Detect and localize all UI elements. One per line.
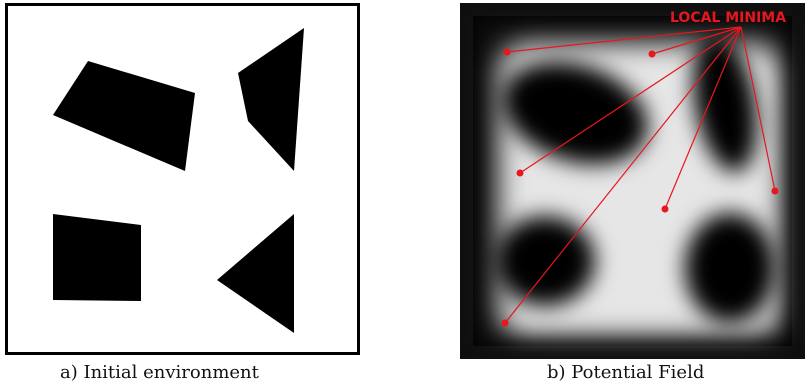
initial-environment-panel <box>5 3 360 355</box>
potential-field-map <box>460 3 805 359</box>
obstacle-quadrilateral <box>238 28 304 171</box>
local-minima-label: LOCAL MINIMA <box>670 10 786 26</box>
minimum-point <box>771 187 779 195</box>
minimum-point <box>648 50 656 58</box>
obstacle-tilted-rectangle <box>53 61 195 171</box>
potential-field-panel: LOCAL MINIMA <box>460 3 805 359</box>
minimum-point <box>503 48 511 56</box>
local-minima-markers <box>501 48 779 327</box>
minimum-point <box>516 169 524 177</box>
minimum-point <box>661 205 669 213</box>
minimum-point <box>501 319 509 327</box>
potential-field-caption: b) Potential Field <box>547 362 705 383</box>
obstacle-triangle <box>217 214 294 333</box>
obstacle-square <box>53 214 141 301</box>
environment-border <box>5 3 360 355</box>
minima-pointer-lines <box>504 26 776 324</box>
initial-environment-caption: a) Initial environment <box>60 362 259 383</box>
